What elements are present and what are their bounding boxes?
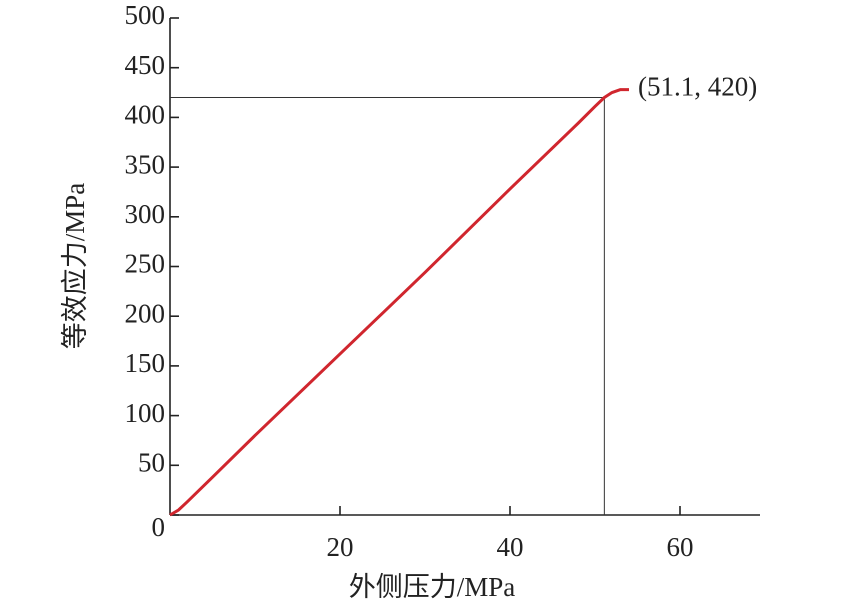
data-line (169, 88, 629, 517)
y-tick-label: 150 (125, 348, 166, 378)
y-tick-label: 100 (125, 398, 166, 428)
y-tick-label: 350 (125, 149, 166, 179)
x-tick-label: 40 (497, 532, 524, 562)
y-tick-label: 200 (125, 298, 166, 328)
y-tick-label: 0 (152, 512, 166, 542)
x-tick-label: 20 (327, 532, 354, 562)
y-tick-label: 400 (125, 100, 166, 130)
x-axis-label: 外侧压力/MPa (349, 572, 516, 602)
y-tick-label: 250 (125, 249, 166, 279)
y-tick-label: 450 (125, 50, 166, 80)
annotation: (51.1, 420) (638, 72, 757, 102)
y-tick-label: 50 (138, 448, 165, 478)
y-axis-label: 等效应力/MPa (60, 183, 90, 350)
x-tick-label: 60 (667, 532, 694, 562)
y-tick-label: 500 (125, 0, 166, 30)
y-tick-label: 300 (125, 199, 166, 229)
